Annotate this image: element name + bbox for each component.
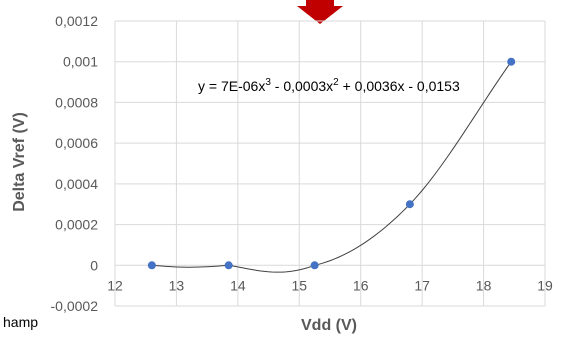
y-tick-label: 0,001: [63, 54, 98, 70]
x-tick-labels: 12 13 14 15 16 17 18 19: [107, 277, 553, 293]
x-tick-label: 13: [169, 277, 185, 293]
data-point: [224, 261, 233, 270]
trendline-equation: y = 7E-06x3 - 0,0003x2 + 0,0036x - 0,015…: [198, 77, 460, 94]
data-points: [147, 57, 516, 270]
y-tick-label: 0,0004: [55, 176, 98, 192]
data-point: [310, 261, 319, 270]
x-tick-label: 12: [107, 277, 123, 293]
y-gridlines: [115, 20, 545, 307]
y-tick-label: 0: [90, 257, 98, 273]
y-axis-title: Delta Vref (V): [11, 112, 28, 212]
x-tick-label: 19: [537, 277, 553, 293]
x-tick-label: 14: [230, 277, 246, 293]
x-tick-label: 18: [476, 277, 492, 293]
y-tick-label: 0,0006: [55, 135, 98, 151]
down-arrow-icon: [297, 0, 343, 24]
x-tick-label: 17: [414, 277, 430, 293]
y-tick-labels: -0,0002 0 0,0002 0,0004 0,0006 0,0008 0,001 0,0…: [51, 13, 99, 314]
y-tick-label: 0,0012: [55, 13, 98, 29]
x-gridlines: [114, 21, 546, 306]
x-tick-label: 15: [291, 277, 307, 293]
data-point: [147, 261, 156, 270]
y-tick-label: -0,0002: [51, 298, 99, 314]
y-tick-label: 0,0008: [55, 94, 98, 110]
y-tick-label: 0,0002: [55, 217, 98, 233]
data-point: [405, 200, 414, 209]
truncated-text-fragment: hamp: [3, 314, 39, 330]
x-axis-title: Vdd (V): [301, 317, 357, 334]
data-point: [507, 57, 516, 66]
x-tick-label: 16: [353, 277, 369, 293]
